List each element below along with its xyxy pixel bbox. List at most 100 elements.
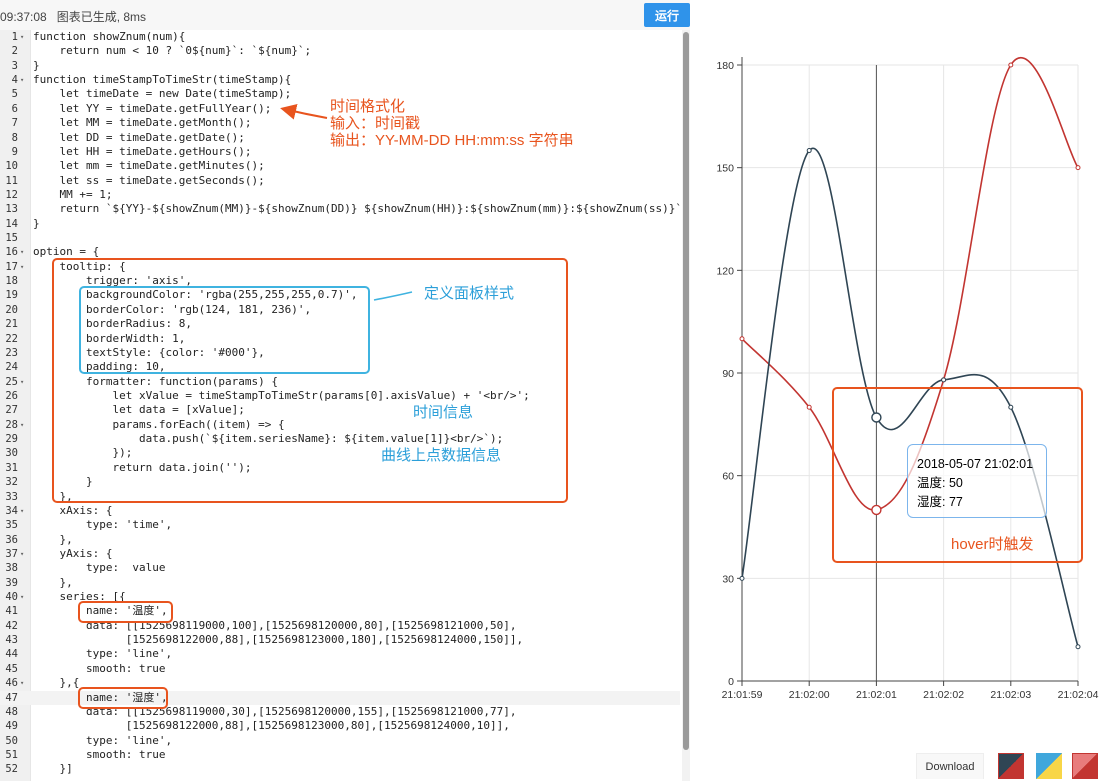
fold-toggle-icon[interactable]: ▾ (20, 76, 25, 85)
x-tick-label: 21:02:01 (856, 689, 897, 701)
code-line[interactable]: 1 ▾ function showZnum(num){ (0, 30, 680, 44)
code-line[interactable]: 29 data.push(`${item.seriesName}: ${item… (0, 432, 680, 446)
code-line[interactable]: 15 (0, 231, 680, 245)
code-line[interactable]: 9 let HH = timeDate.getHours(); (0, 145, 680, 159)
code-line[interactable]: 32 } (0, 475, 680, 489)
theme-swatch-blue-yellow[interactable] (1036, 753, 1062, 779)
theme-swatch-red-light[interactable] (1072, 753, 1098, 779)
fold-toggle-icon[interactable]: ▾ (20, 33, 25, 41)
code-line[interactable]: 3} (0, 59, 680, 73)
code-line[interactable]: 41 name: '温度', (0, 604, 680, 618)
code-line[interactable]: 14} (0, 217, 680, 231)
line-number: 51 (5, 748, 18, 761)
series-name-highlight-1 (78, 601, 173, 623)
code-line[interactable]: 43 [1525698122000,88],[1525698123000,180… (0, 633, 680, 647)
line-number: 37 (5, 547, 18, 560)
time-format-note: 时间格式化 输入：时间戳 输出：YY-MM-DD HH:mm:ss 字符串 (330, 98, 574, 149)
code-line[interactable]: 20 borderColor: 'rgb(124, 181, 236)', (0, 303, 680, 317)
code-line[interactable]: 52 }] (0, 762, 680, 776)
code-line[interactable]: 22 borderWidth: 1, (0, 332, 680, 346)
fold-toggle-icon[interactable]: ▾ (20, 506, 25, 515)
code-line[interactable]: 46 ▾ },{ (0, 676, 680, 690)
code-text: },{ (33, 676, 80, 690)
code-line[interactable]: 10 let mm = timeDate.getMinutes(); (0, 159, 680, 173)
code-line[interactable]: 26 let xValue = timeStampToTimeStr(param… (0, 389, 680, 403)
code-line[interactable]: 45 smooth: true (0, 662, 680, 676)
code-text: trigger: 'axis', (33, 274, 192, 288)
theme-swatch-red-dark[interactable] (998, 753, 1024, 779)
code-line[interactable]: 25 ▾ formatter: function(params) { (0, 375, 680, 389)
code-text: MM += 1; (33, 187, 113, 201)
code-text: let data = [xValue]; (33, 403, 245, 417)
code-line[interactable]: 40 ▾ series: [{ (0, 590, 680, 604)
x-tick-label: 21:01:59 (722, 689, 763, 701)
y-tick-label: 180 (716, 60, 734, 72)
code-line[interactable]: 12 MM += 1; (0, 188, 680, 202)
line-number: 9 (11, 145, 18, 158)
code-line[interactable]: 17 ▾ tooltip: { (0, 260, 680, 274)
fold-toggle-icon[interactable]: ▾ (20, 679, 25, 688)
code-line[interactable]: 4 ▾ function timeStampToTimeStr(timeStamp)… (0, 73, 680, 87)
code-line[interactable]: 39 }, (0, 576, 680, 590)
code-line[interactable]: 13 return `${YY}-${showZnum(MM)}-${showZ… (0, 202, 688, 216)
code-line[interactable]: 30 }); (0, 446, 680, 460)
editor-scrollbar[interactable] (682, 30, 690, 781)
code-text: data.push(`${item.seriesName}: ${item.va… (33, 432, 504, 446)
code-line[interactable]: 7 let MM = timeDate.getMonth(); (0, 116, 680, 130)
line-number: 10 (5, 160, 18, 173)
code-line[interactable]: 18 trigger: 'axis', (0, 274, 680, 288)
line-number: 45 (5, 662, 18, 675)
code-line[interactable]: 51 smooth: true (0, 748, 680, 762)
line-number: 48 (5, 705, 18, 718)
code-line[interactable]: 27 let data = [xValue]; (0, 403, 680, 417)
code-lines[interactable]: 1 ▾ function showZnum(num){2 return num < … (0, 30, 689, 777)
fold-toggle-icon[interactable]: ▾ (20, 262, 25, 271)
editor-toolbar: 09:37:08 图表已生成, 8ms 运行 (0, 0, 690, 31)
code-line[interactable]: 31 return data.join(''); (0, 461, 680, 475)
code-line[interactable]: 33 }, (0, 490, 680, 504)
code-text: borderWidth: 1, (33, 331, 186, 345)
code-line[interactable]: 23 textStyle: {color: '#000'}, (0, 346, 680, 360)
x-tick-label: 21:02:04 (1058, 689, 1099, 701)
code-line[interactable]: 47 name: '湿度', (0, 690, 680, 705)
line-number: 16 (5, 246, 18, 259)
run-button[interactable]: 运行 (644, 3, 690, 27)
data-point (941, 377, 947, 383)
fold-toggle-icon[interactable]: ▾ (20, 549, 25, 558)
fold-toggle-icon[interactable]: ▾ (20, 593, 25, 602)
chart-series (739, 56, 1081, 650)
code-line[interactable]: 37 ▾ yAxis: { (0, 547, 680, 561)
code-text: let ss = timeDate.getSeconds(); (33, 173, 265, 187)
code-text: let xValue = timeStampToTimeStr(params[0… (33, 388, 530, 402)
code-line[interactable]: 35 type: 'time', (0, 518, 680, 532)
code-line[interactable]: 24 padding: 10, (0, 360, 680, 374)
code-line[interactable]: 2 return num < 10 ? `0${num}`: `${num}`; (0, 44, 680, 58)
code-line[interactable]: 11 let ss = timeDate.getSeconds(); (0, 174, 680, 188)
code-line[interactable]: 49 [1525698122000,88],[1525698123000,80]… (0, 719, 680, 733)
code-line[interactable]: 19 backgroundColor: 'rgba(255,255,255,0.… (0, 288, 680, 302)
line-number: 43 (5, 634, 18, 647)
download-button[interactable]: Download (916, 753, 984, 779)
line-number: 31 (5, 461, 18, 474)
fold-toggle-icon[interactable]: ▾ (20, 248, 25, 257)
code-line[interactable]: 5 let timeDate = new Date(timeStamp); (0, 87, 680, 101)
code-line[interactable]: 44 type: 'line', (0, 647, 680, 661)
code-line[interactable]: 16 ▾ option = { (0, 245, 680, 259)
editor-scrollbar-thumb[interactable] (683, 32, 689, 750)
hover-note: hover时触发 (951, 536, 1034, 553)
code-line[interactable]: 38 type: value (0, 561, 680, 575)
fold-toggle-icon[interactable]: ▾ (20, 420, 25, 429)
code-line[interactable]: 8 let DD = timeDate.getDate(); (0, 131, 680, 145)
code-line[interactable]: 6 let YY = timeDate.getFullYear(); (0, 102, 680, 116)
code-line[interactable]: 36 }, (0, 533, 680, 547)
code-line[interactable]: 34 ▾ xAxis: { (0, 504, 680, 518)
line-number: 21 (5, 318, 18, 331)
line-number: 25 (5, 375, 18, 388)
code-line[interactable]: 50 type: 'line', (0, 734, 680, 748)
code-line[interactable]: 21 borderRadius: 8, (0, 317, 680, 331)
code-text: } (33, 475, 93, 489)
code-line[interactable]: 28 ▾ params.forEach((item) => { (0, 418, 680, 432)
line-chart[interactable]: 0 30 60 90 120 150 180 21:01:59 21:02:00 21:02:01… (692, 0, 1105, 781)
code-editor[interactable]: 1 ▾ function showZnum(num){2 return num < … (0, 30, 690, 781)
fold-toggle-icon[interactable]: ▾ (20, 377, 25, 386)
